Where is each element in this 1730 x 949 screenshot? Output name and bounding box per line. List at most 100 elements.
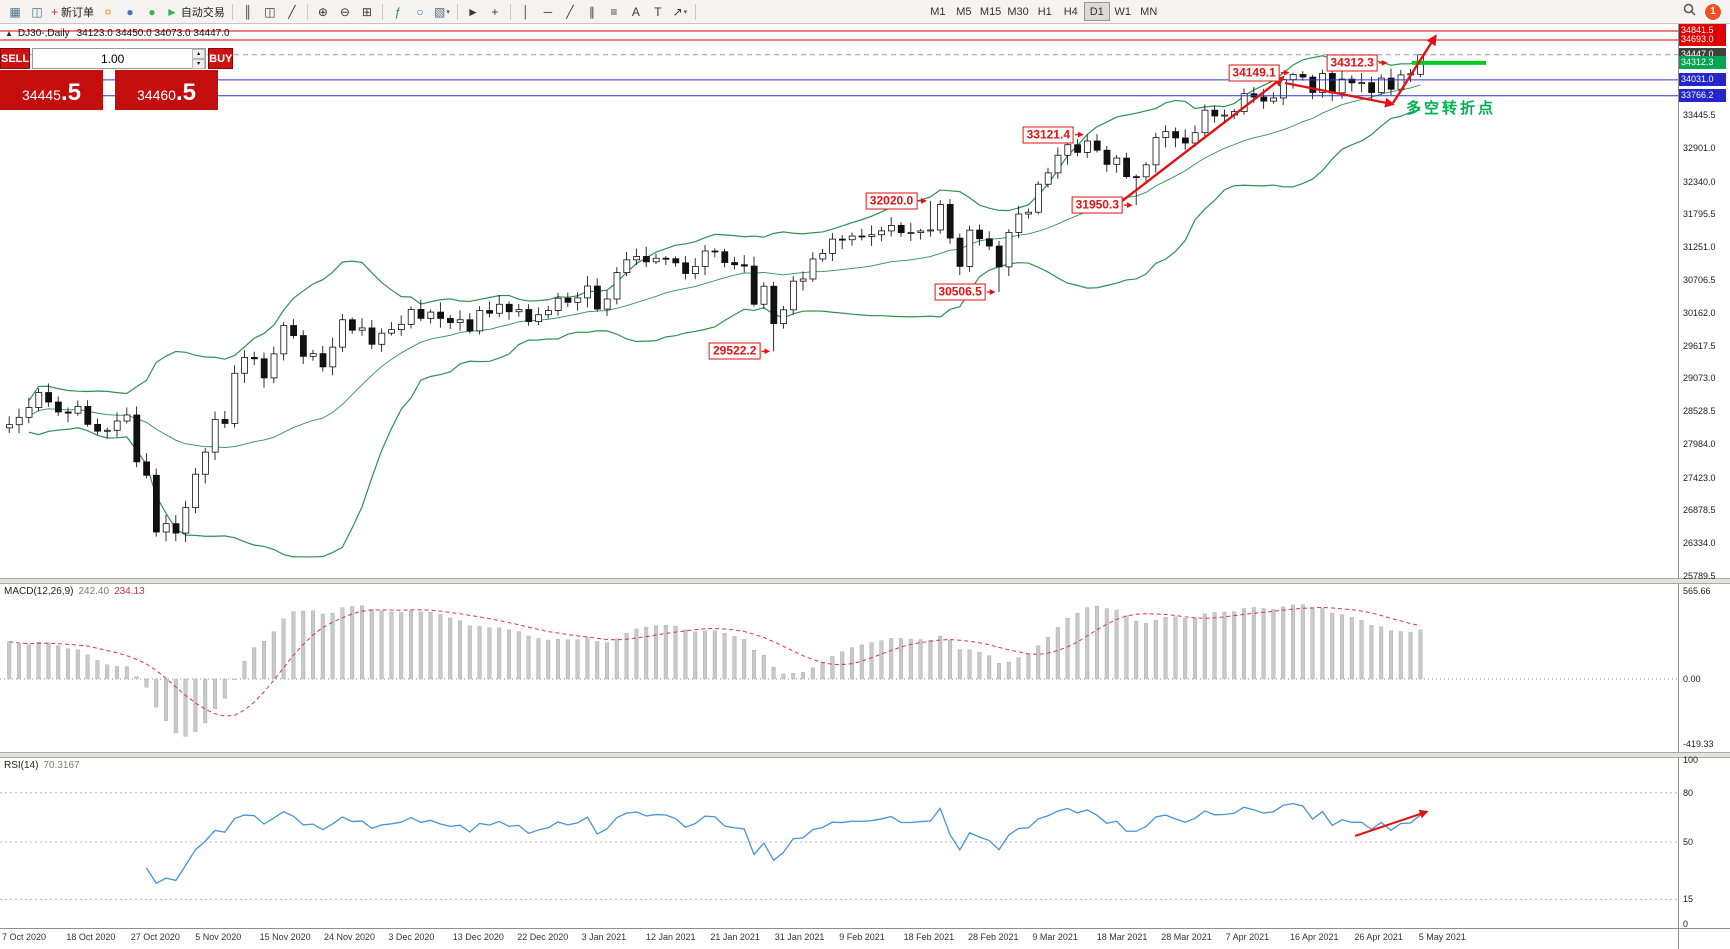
price-callout[interactable]: 32020.0 [865,192,918,210]
volume-field: ▴ ▾ [32,48,207,69]
toolbar-separator [381,3,383,20]
rsi-axis-label: 15 [1683,894,1694,905]
time-axis-label: 3 Dec 2020 [388,932,435,942]
line-chart-icon[interactable]: ╱ [281,1,303,22]
timeframe-m15[interactable]: M15 [977,2,1004,21]
crosshair-icon[interactable]: + [484,1,506,22]
pane-splitter[interactable] [0,752,1730,758]
connection-icon[interactable]: ● [141,1,163,22]
horizontal-level-lines[interactable] [0,30,1678,97]
time-axis-label: 26 Apr 2021 [1354,932,1403,942]
new-order-button[interactable]: + 新订单 [48,1,97,22]
time-axis-label: 9 Feb 2021 [839,932,885,942]
price-axis-label: 33445.5 [1683,110,1716,121]
sell-price[interactable]: 34445.5 [0,70,103,110]
price-axis-label: 28528.5 [1683,406,1716,417]
timeframe-d1[interactable]: D1 [1083,2,1110,21]
notification-badge[interactable]: 1 [1704,2,1722,21]
bar-chart-icon[interactable]: ║ [237,1,259,22]
toolbar-separator [231,3,233,20]
buy-price-main: 34460 [137,87,176,103]
time-axis-label: 7 Oct 2020 [2,932,47,942]
candlestick-icon[interactable]: ◫ [259,1,281,22]
auto-trading-button[interactable]: ► 自动交易 [163,1,228,22]
text-icon[interactable]: A [625,1,647,22]
cursor-icon[interactable]: ► [462,1,484,22]
rsi-name: RSI(14) [4,760,39,771]
indicators-icon[interactable]: ƒ [387,1,409,22]
search-icon[interactable] [1683,3,1696,21]
time-axis-label: 18 Feb 2021 [903,932,955,942]
macd-axis-label: -419.33 [1683,739,1714,750]
zoom-in-icon[interactable]: ⊕ [312,1,334,22]
time-axis-label: 18 Oct 2020 [66,932,116,942]
time-axis-label: 28 Mar 2021 [1161,932,1212,942]
timeframe-h1[interactable]: H1 [1032,2,1058,21]
price-axis-label: 27423.0 [1683,472,1716,483]
fibonacci-icon[interactable]: ≡ [603,1,625,22]
chart-annotation-text[interactable]: 多空转折点 [1406,100,1497,117]
time-axis-label: 31 Jan 2021 [774,932,825,942]
new-chart-icon[interactable]: ◫ [26,1,48,22]
bollinger-bands [28,55,1421,558]
macd-axis-label: 565.66 [1683,586,1711,597]
volume-decrease-button[interactable]: ▾ [192,59,206,69]
templates-icon[interactable]: ▧ ▾ [431,1,453,22]
time-axis-label: 9 Mar 2021 [1032,932,1078,942]
terminal-icon[interactable]: ▦ [4,1,26,22]
sell-button[interactable]: SELL [0,48,31,69]
buy-button[interactable]: BUY [208,48,234,69]
price-axis-label: 30162.0 [1683,307,1716,318]
price-axis-label: 29073.0 [1683,373,1716,384]
time-axis-label: 21 Jan 2021 [710,932,760,942]
timeframe-m1[interactable]: M1 [925,2,951,21]
label-icon[interactable]: T [647,1,669,22]
toolbar-separator [694,3,696,20]
channel-icon[interactable]: ∥ [581,1,603,22]
price-callout[interactable]: 34149.1 [1228,64,1280,82]
trade-panel-toggle-icon[interactable]: ▲ [5,29,13,38]
price-axis-label: 27984.0 [1683,438,1716,449]
price-callout[interactable]: 34312.3 [1326,54,1378,72]
timeframe-m30[interactable]: M30 [1004,2,1031,21]
price-callout[interactable]: 30506.5 [934,283,986,301]
time-axis-label: 28 Feb 2021 [968,932,1019,942]
horizontal-line-icon[interactable]: ─ [537,1,559,22]
price-callout[interactable]: 29522.2 [709,342,761,360]
vertical-line-icon[interactable]: │ [515,1,537,22]
timeframe-h4[interactable]: H4 [1058,2,1084,21]
time-axis-border [0,928,1730,929]
buy-price-pips: .5 [175,79,196,106]
volume-increase-button[interactable]: ▴ [192,49,206,59]
time-axis-label: 16 Apr 2021 [1290,932,1339,942]
time-axis-label: 12 Jan 2021 [646,932,696,942]
pane-splitter[interactable] [0,578,1730,584]
toolbar-separator [509,3,511,20]
price-axis-border [1678,24,1679,949]
toolbar-separator [306,3,308,20]
price-axis-label: 30706.5 [1683,274,1716,285]
community-icon[interactable]: ● [119,1,141,22]
deposit-icon[interactable]: ¤ [97,1,119,22]
tile-windows-icon[interactable]: ⊞ [356,1,378,22]
symbol-period-label: DJ30-,Daily [17,28,70,39]
cycles-icon[interactable]: ○ [409,1,431,22]
price-axis-label: 31795.5 [1683,209,1716,220]
trendline-icon[interactable]: ╱ [559,1,581,22]
rsi-label: RSI(14) 70.3167 [4,760,80,771]
zoom-out-icon[interactable]: ⊖ [334,1,356,22]
price-callout[interactable]: 31950.3 [1071,196,1123,214]
macd-axis-label: 0.00 [1683,674,1701,684]
volume-input[interactable] [33,49,193,68]
rsi-value: 70.3167 [43,760,80,771]
arrows-icon[interactable]: ↗ ▾ [669,1,691,22]
timeframe-w1[interactable]: W1 [1110,2,1136,21]
trend-arrows[interactable] [761,34,1437,837]
price-tag: 33766.2 [1679,88,1726,102]
timeframe-m5[interactable]: M5 [951,2,977,21]
buy-price[interactable]: 34460.5 [115,70,218,110]
price-callout[interactable]: 33121.4 [1022,126,1074,144]
time-axis-label: 13 Dec 2020 [452,932,504,942]
timeframe-mn[interactable]: MN [1136,2,1162,21]
time-axis-label: 24 Nov 2020 [324,932,376,942]
